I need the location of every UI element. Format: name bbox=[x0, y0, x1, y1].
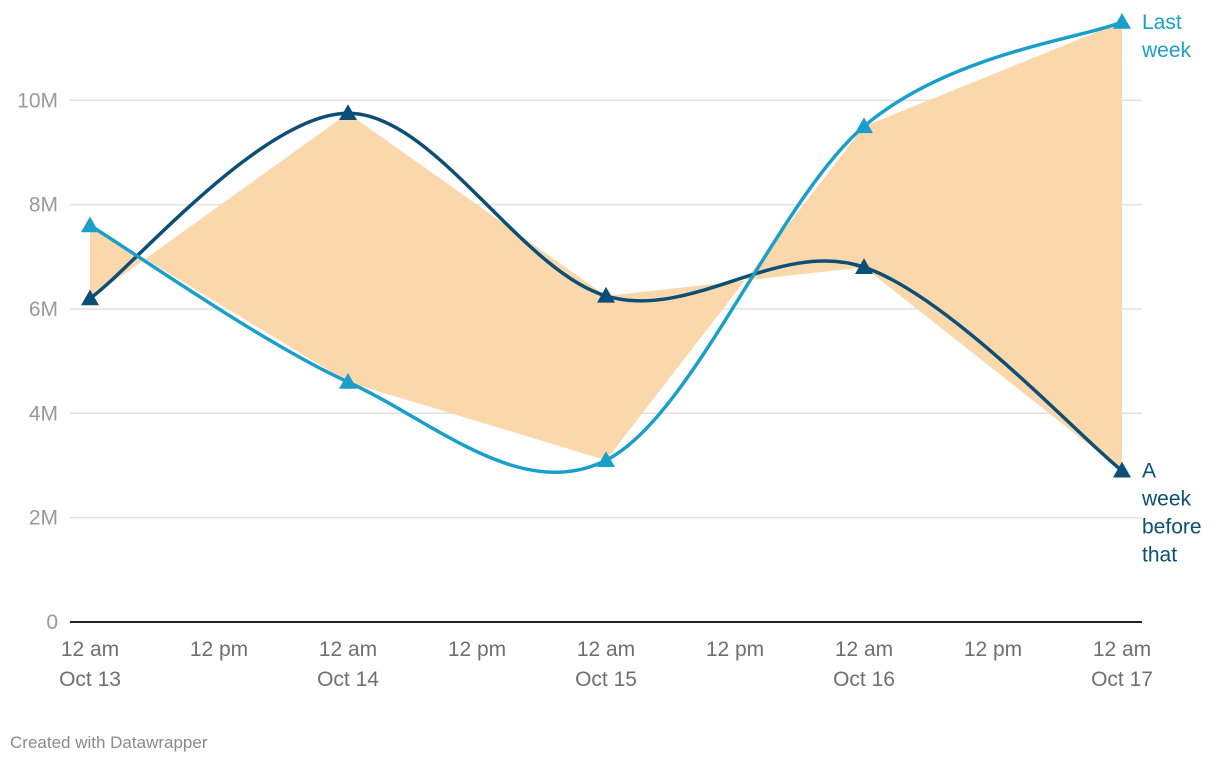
x-tick-date-label: Oct 14 bbox=[317, 668, 379, 691]
data-point-marker bbox=[339, 104, 357, 121]
data-point-marker bbox=[855, 117, 873, 134]
series-markers bbox=[81, 13, 1131, 478]
x-tick-label: 12 pm bbox=[190, 638, 248, 661]
x-tick-date-label: Oct 17 bbox=[1091, 668, 1153, 691]
difference-area-shape bbox=[90, 22, 1122, 471]
data-point-marker bbox=[81, 289, 99, 306]
series-label: Last bbox=[1142, 11, 1182, 34]
x-tick-date-label: Oct 13 bbox=[59, 668, 121, 691]
x-tick-label: 12 am bbox=[319, 638, 377, 661]
x-tick-label: 12 am bbox=[1093, 638, 1151, 661]
data-point-marker bbox=[597, 286, 615, 303]
series-label: week bbox=[1141, 488, 1192, 511]
credit-text: Created with Datawrapper bbox=[10, 733, 208, 752]
series-label: week bbox=[1141, 39, 1192, 62]
x-axis: 12 am Oct 13 12 pm 12 am Oct 14 12 pm 12 am Oct… bbox=[59, 621, 1153, 691]
x-tick-label: 12 pm bbox=[706, 638, 764, 661]
y-tick-label: 4M bbox=[29, 402, 58, 425]
x-tick-date-label: Oct 15 bbox=[575, 668, 637, 691]
x-tick-date-label: Oct 16 bbox=[833, 668, 895, 691]
y-tick-label: 0 bbox=[46, 611, 58, 634]
x-tick-label: 12 am bbox=[61, 638, 119, 661]
series-label: before bbox=[1142, 516, 1202, 539]
x-tick-label: 12 am bbox=[835, 638, 893, 661]
series-label: A bbox=[1142, 460, 1156, 483]
x-tick-label: 12 pm bbox=[448, 638, 506, 661]
x-tick-label: 12 am bbox=[577, 638, 635, 661]
series-line-0 bbox=[88, 20, 1124, 474]
y-tick-label: 8M bbox=[29, 194, 58, 217]
y-tick-label: 6M bbox=[29, 298, 58, 321]
y-tick-label: 10M bbox=[17, 89, 58, 112]
data-point-marker bbox=[81, 216, 99, 233]
data-point-marker bbox=[1113, 461, 1131, 478]
data-point-marker bbox=[339, 373, 357, 389]
x-tick-label: 12 pm bbox=[964, 638, 1022, 661]
data-point-marker bbox=[1113, 13, 1131, 29]
data-point-marker bbox=[597, 451, 615, 468]
y-tick-label: 2M bbox=[29, 507, 58, 530]
series-label: that bbox=[1142, 544, 1177, 567]
difference-area bbox=[90, 22, 1122, 471]
data-point-marker bbox=[855, 258, 873, 274]
